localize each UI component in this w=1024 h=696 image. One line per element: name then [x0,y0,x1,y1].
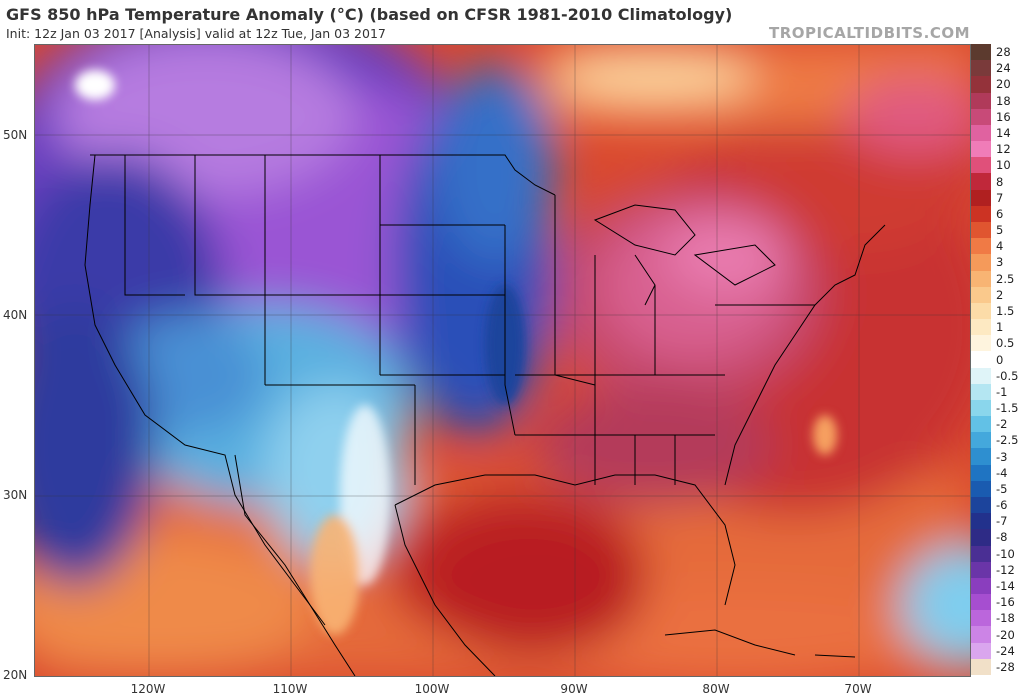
colorbar-label: -3 [996,449,1008,464]
colorbar-label: 7 [996,190,1004,205]
colorbar-label: 16 [996,109,1011,124]
lat-label-30n: 30N [3,488,28,502]
colorbar-swatch [971,626,991,644]
colorbar-label: 2 [996,287,1004,302]
lon-label-110w: 110W [272,682,308,696]
lat-label-20n: 20N [3,668,28,682]
colorbar-label: -1 [996,384,1008,399]
colorbar-label: -18 [996,611,1015,626]
colorbar-label: 28 [996,45,1011,60]
lon-label-90w: 90W [560,682,588,696]
colorbar-swatch [971,270,991,288]
colorbar-swatch [971,76,991,94]
colorbar-swatch [971,594,991,611]
colorbar-label: -2.5 [996,433,1019,448]
colorbar-label: 4 [996,239,1004,254]
boundaries [84,154,886,676]
colorbar-label: -5 [996,481,1008,496]
colorbar-label: 14 [996,125,1011,140]
colorbar-label: -14 [996,579,1015,593]
colorbar-swatch [971,513,991,530]
colorbar-swatch [971,448,991,466]
colorbar-label: -1.5 [996,401,1019,416]
colorbar-label: 0 [996,352,1004,367]
colorbar-label: 3 [996,255,1004,270]
colorbar-swatch [971,367,991,385]
lon-label-70w: 70W [844,682,872,696]
graticule [35,45,970,676]
colorbar-swatch [971,464,991,482]
colorbar-swatch [971,221,991,239]
colorbar-label: -20 [996,627,1015,642]
colorbar-swatch [971,238,991,255]
colorbar-label: -16 [996,595,1015,610]
colorbar-label: -24 [996,643,1015,658]
colorbar-swatch [971,335,991,352]
colorbar-swatch [971,108,991,126]
colorbar-swatch [971,44,991,61]
colorbar-swatch [971,92,991,110]
colorbar-label: -8 [996,530,1008,545]
chart-subtitle: Init: 12z Jan 03 2017 [Analysis] valid a… [6,26,386,41]
islands [664,629,856,658]
colorbar-label: 5 [996,223,1004,238]
colorbar-label: -12 [996,562,1015,577]
colorbar-label: 18 [996,93,1011,108]
lon-label-100w: 100W [414,682,450,696]
chart-title: GFS 850 hPa Temperature Anomaly (°C) (ba… [6,5,733,24]
colorbar-swatch [971,497,991,514]
colorbar-swatch [971,529,991,547]
colorbar-label: 24 [996,61,1011,76]
lat-label-40n: 40N [3,308,28,322]
colorbar-label: 0.5 [996,336,1015,351]
colorbar-label: 10 [996,158,1011,173]
lon-label-80w: 80W [702,682,730,696]
colorbar-swatch [971,432,991,449]
colorbar-swatch [971,416,991,433]
colorbar-label: -2 [996,417,1008,432]
colorbar-label: -4 [996,465,1008,480]
colorbar-swatch [971,561,991,579]
colorbar-label: 6 [996,206,1004,221]
colorbar-label: -0.5 [996,368,1019,383]
colorbar-swatch [971,141,991,158]
colorbar-swatch [971,642,991,660]
colorbar-label: 20 [996,77,1011,92]
colorbar-label: -6 [996,498,1008,513]
colorbar-swatch [971,254,991,271]
colorbar-swatch [971,351,991,369]
colorbar-label: -10 [996,546,1015,561]
colorbar-label: -28 [996,659,1015,674]
colorbar-swatch [971,157,991,174]
colorbar-swatch [971,60,991,77]
colorbar-swatch [971,383,991,401]
colorbar [971,44,991,676]
colorbar-swatch [971,189,991,207]
colorbar-swatch [971,658,991,676]
colorbar-swatch [971,205,991,223]
colorbar-swatch [971,319,991,336]
colorbar-swatch [971,124,991,142]
colorbar-label: 1.5 [996,303,1015,318]
colorbar-label: 12 [996,142,1011,157]
map-canvas [35,45,970,676]
colorbar-swatch [971,286,991,304]
colorbar-label: 2.5 [996,271,1015,286]
site-credit: TROPICALTIDBITS.COM [769,24,970,42]
lat-label-50n: 50N [3,128,28,142]
colorbar-swatch [971,480,991,498]
colorbar-label: 8 [996,174,1004,189]
colorbar-label: 1 [996,320,1004,335]
colorbar-swatch [971,302,991,320]
colorbar-swatch [971,610,991,627]
colorbar-swatch [971,399,991,417]
colorbar-swatch [971,577,991,595]
lon-label-120w: 120W [130,682,166,696]
anomaly-map [34,44,971,677]
colorbar-swatch [971,545,991,563]
colorbar-label: -7 [996,514,1008,529]
colorbar-swatch [971,173,991,191]
